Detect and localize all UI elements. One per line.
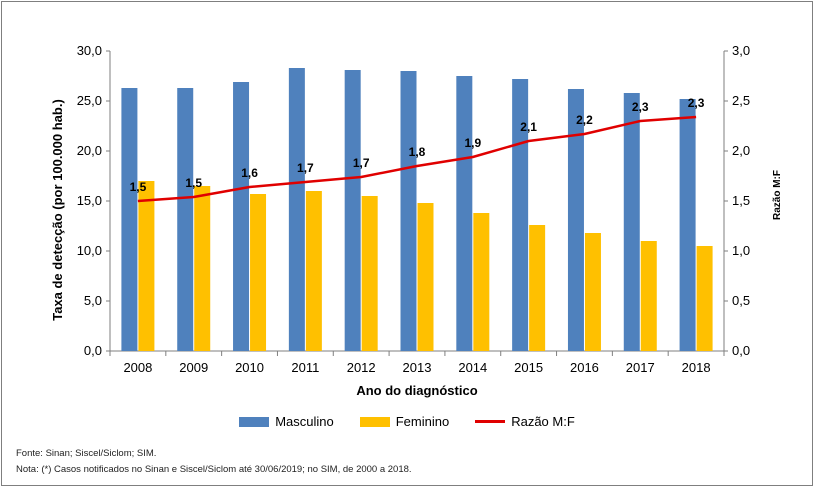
ratio-data-label: 1,5 (130, 180, 147, 194)
bar-masculino (121, 88, 137, 351)
ratio-data-label: 1,5 (185, 176, 202, 190)
chart-canvas: 0,0 5,0 10,0 15,0 20,0 25,0 30,0 0,0 0,5 1,0 1,5 2,… (2, 2, 814, 442)
legend: Masculino Feminino Razão M:F (2, 414, 812, 429)
bar-masculino (568, 89, 584, 351)
bar-feminino (362, 196, 378, 351)
ratio-data-label: 1,8 (409, 145, 426, 159)
y-tick-label: 0,0 (84, 343, 102, 358)
y-tick-label: 5,0 (84, 293, 102, 308)
y2-tick-label: 1,0 (732, 243, 750, 258)
ratio-data-label: 1,7 (353, 156, 370, 170)
x-axis-title: Ano do diagnóstico (356, 383, 477, 398)
y-tick-label: 15,0 (77, 193, 102, 208)
x-tick-label: 2017 (626, 360, 655, 375)
ratio-line (138, 117, 696, 201)
ratio-data-label: 1,7 (297, 161, 314, 175)
legend-item-feminino: Feminino (360, 414, 449, 429)
y2-tick-label: 1,5 (732, 193, 750, 208)
x-tick-label: 2014 (458, 360, 487, 375)
ratio-data-label: 1,6 (241, 166, 258, 180)
bar-masculino (680, 99, 696, 351)
footnote: Nota: (*) Casos notificados no Sinan e S… (16, 462, 412, 478)
x-tick-label: 2012 (347, 360, 376, 375)
y-tick-label: 30,0 (77, 43, 102, 58)
legend-swatch-feminino (360, 417, 390, 427)
ratio-data-label: 2,3 (688, 96, 705, 110)
bar-feminino (194, 186, 210, 351)
bar-feminino (418, 203, 434, 351)
bar-masculino (624, 93, 640, 351)
bar-masculino (177, 88, 193, 351)
legend-swatch-razao (475, 420, 505, 423)
x-tick-label: 2011 (291, 360, 319, 375)
y2-tick-label: 0,5 (732, 293, 750, 308)
bar-masculino (345, 70, 361, 351)
ratio-data-label: 2,2 (576, 113, 593, 127)
x-tick-label: 2015 (514, 360, 543, 375)
x-tick-label: 2016 (570, 360, 599, 375)
x-tick-label: 2008 (123, 360, 152, 375)
bar-feminino (473, 213, 489, 351)
legend-label-masculino: Masculino (275, 414, 334, 429)
bar-feminino (529, 225, 545, 351)
y2-tick-label: 2,5 (732, 93, 750, 108)
bar-masculino (289, 68, 305, 351)
bar-masculino (456, 76, 472, 351)
legend-label-feminino: Feminino (396, 414, 449, 429)
bar-feminino (306, 191, 322, 351)
bar-feminino (641, 241, 657, 351)
y2-tick-label: 0,0 (732, 343, 750, 358)
x-tick-label: 2009 (179, 360, 208, 375)
data-labels: 1,5 1,5 1,6 1,7 1,7 1,8 1,9 2,1 2,2 2,3 2,3 (130, 96, 705, 194)
ratio-data-label: 2,1 (520, 120, 537, 134)
y2-tick-label: 3,0 (732, 43, 750, 58)
y-axis-title: Taxa de detecção (por 100.000 hab.) (50, 99, 65, 321)
legend-swatch-masculino (239, 417, 269, 427)
y2-tick-label: 2,0 (732, 143, 750, 158)
x-tick-label: 2013 (403, 360, 432, 375)
footnotes: Fonte: Sinan; Siscel/Siclom; SIM. Nota: … (16, 446, 412, 478)
bar-feminino (138, 181, 154, 351)
ratio-data-label: 2,3 (632, 100, 649, 114)
bar-feminino (585, 233, 601, 351)
y2-axis-title: Razão M:F (772, 170, 783, 220)
y-tick-label: 10,0 (77, 243, 102, 258)
x-tick-label: 2010 (235, 360, 264, 375)
legend-item-razao: Razão M:F (475, 414, 575, 429)
ratio-data-label: 1,9 (464, 136, 481, 150)
x-tick-label: 2018 (682, 360, 711, 375)
bar-masculino (401, 71, 417, 351)
bar-feminino (697, 246, 713, 351)
y-tick-label: 20,0 (77, 143, 102, 158)
legend-item-masculino: Masculino (239, 414, 334, 429)
bar-masculino (233, 82, 249, 351)
source-note: Fonte: Sinan; Siscel/Siclom; SIM. (16, 446, 412, 462)
bar-feminino (250, 194, 266, 351)
bars (121, 68, 712, 351)
y-tick-label: 25,0 (77, 93, 102, 108)
legend-label-razao: Razão M:F (511, 414, 575, 429)
ratio-line-path (138, 117, 696, 201)
